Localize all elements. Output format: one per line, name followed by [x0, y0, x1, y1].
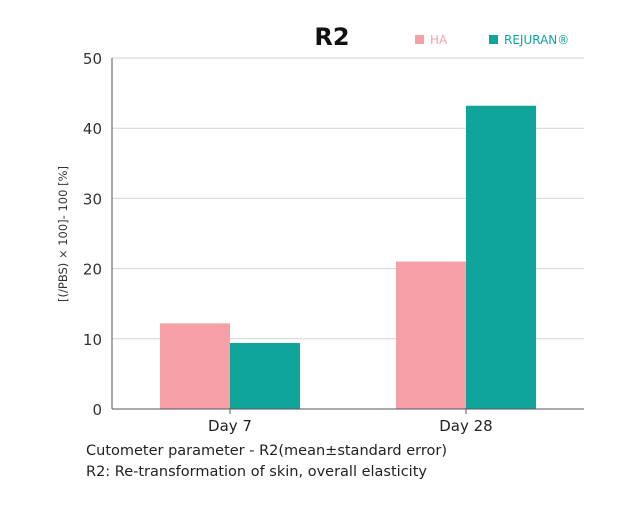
chart-title: R2 [314, 23, 349, 51]
bars [160, 105, 536, 410]
legend-label: REJURAN® [504, 33, 569, 47]
y-axis-label: [(/PBS) × 100]- 100 [%] [56, 166, 70, 302]
x-tick-label: Day 7 [208, 417, 252, 435]
y-tick-label: 50 [83, 50, 102, 68]
bar-ha-0 [160, 323, 230, 409]
y-tick-label: 30 [83, 190, 102, 208]
bar-ha-1 [396, 261, 466, 409]
legend: HA REJURAN® [415, 33, 569, 47]
bar-rejuran-0 [230, 343, 300, 409]
legend-swatch [415, 35, 424, 44]
x-tick-label: Day 28 [439, 417, 492, 435]
bar-rejuran-1 [466, 105, 536, 410]
y-axis-ticks: 0 10 20 30 40 50 [83, 50, 102, 419]
y-tick-label: 20 [83, 261, 102, 279]
legend-label: HA [430, 33, 448, 47]
y-tick-label: 0 [92, 401, 102, 419]
x-axis-ticks: Day 7 Day 28 [208, 409, 493, 435]
y-tick-label: 40 [83, 120, 102, 138]
caption-description: R2: Re-transformation of skin, overall e… [86, 464, 427, 480]
caption-parameter: Cutometer parameter - R2(mean±standard e… [86, 443, 448, 459]
legend-swatch [489, 35, 498, 44]
y-tick-label: 10 [83, 331, 102, 349]
